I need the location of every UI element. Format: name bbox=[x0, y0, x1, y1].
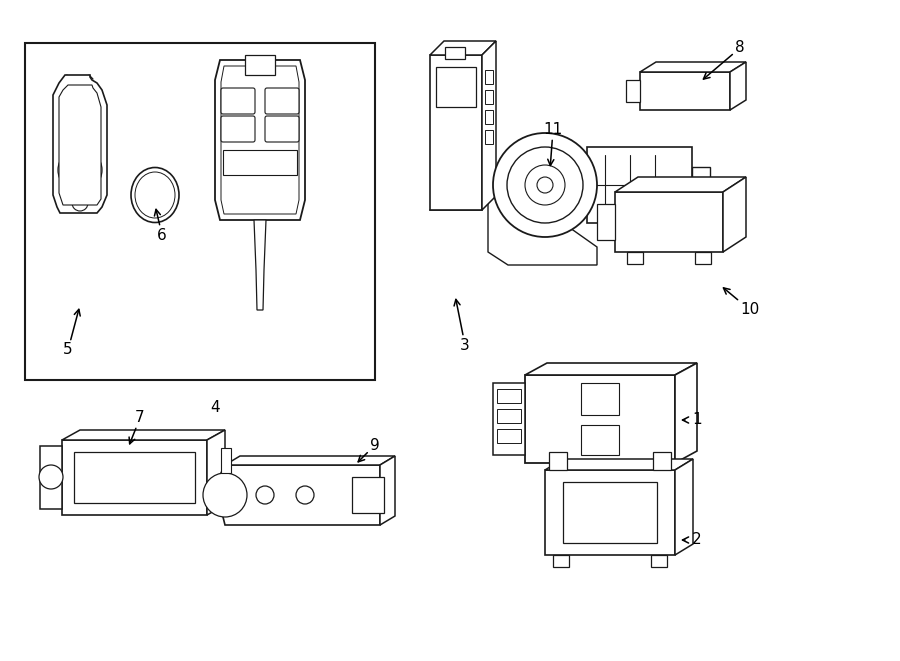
Bar bbox=[436, 67, 476, 107]
Bar bbox=[549, 452, 567, 470]
Bar bbox=[563, 482, 657, 543]
FancyBboxPatch shape bbox=[221, 116, 255, 142]
Polygon shape bbox=[59, 85, 101, 205]
Polygon shape bbox=[692, 167, 710, 203]
Bar bbox=[25, 43, 375, 380]
Bar bbox=[485, 90, 493, 104]
Bar bbox=[497, 389, 521, 403]
Bar bbox=[581, 383, 619, 415]
Bar bbox=[221, 448, 231, 473]
Text: 7: 7 bbox=[129, 410, 145, 444]
Polygon shape bbox=[615, 192, 723, 252]
Bar bbox=[695, 252, 711, 264]
Text: 3: 3 bbox=[454, 299, 470, 352]
Bar bbox=[626, 80, 640, 102]
Circle shape bbox=[525, 165, 565, 205]
Bar bbox=[553, 555, 569, 567]
Polygon shape bbox=[675, 459, 693, 555]
Bar bbox=[485, 130, 493, 144]
FancyBboxPatch shape bbox=[265, 116, 299, 142]
Polygon shape bbox=[525, 363, 697, 375]
Polygon shape bbox=[488, 170, 597, 265]
Polygon shape bbox=[545, 470, 675, 555]
FancyBboxPatch shape bbox=[265, 88, 299, 114]
Circle shape bbox=[256, 486, 274, 504]
Polygon shape bbox=[615, 177, 746, 192]
Polygon shape bbox=[545, 459, 693, 470]
Circle shape bbox=[493, 133, 597, 237]
Text: 1: 1 bbox=[682, 412, 702, 428]
Circle shape bbox=[67, 157, 93, 183]
Polygon shape bbox=[62, 430, 225, 440]
Circle shape bbox=[507, 147, 583, 223]
Polygon shape bbox=[430, 55, 482, 210]
Circle shape bbox=[39, 465, 63, 489]
Ellipse shape bbox=[131, 167, 179, 223]
Polygon shape bbox=[380, 456, 395, 525]
Circle shape bbox=[663, 178, 677, 192]
Text: 10: 10 bbox=[724, 288, 760, 317]
Polygon shape bbox=[40, 446, 62, 509]
Polygon shape bbox=[640, 62, 746, 72]
Circle shape bbox=[276, 123, 288, 135]
Text: 9: 9 bbox=[358, 438, 380, 462]
Bar bbox=[581, 425, 619, 455]
Text: 6: 6 bbox=[155, 210, 166, 243]
Circle shape bbox=[232, 95, 244, 107]
Polygon shape bbox=[482, 41, 496, 210]
Text: 5: 5 bbox=[63, 309, 80, 358]
Polygon shape bbox=[587, 147, 692, 223]
Text: 11: 11 bbox=[544, 122, 562, 165]
Bar bbox=[485, 70, 493, 84]
Polygon shape bbox=[675, 363, 697, 463]
Bar bbox=[245, 55, 275, 75]
Polygon shape bbox=[525, 375, 675, 463]
Bar bbox=[653, 452, 671, 470]
Bar bbox=[223, 150, 297, 175]
FancyBboxPatch shape bbox=[221, 88, 255, 114]
Polygon shape bbox=[730, 62, 746, 110]
Polygon shape bbox=[723, 177, 746, 252]
Circle shape bbox=[203, 473, 247, 517]
Text: 4: 4 bbox=[211, 400, 220, 415]
Polygon shape bbox=[254, 220, 266, 310]
Circle shape bbox=[72, 195, 88, 211]
Circle shape bbox=[58, 148, 102, 192]
Bar bbox=[352, 477, 384, 513]
Bar bbox=[597, 204, 615, 240]
Polygon shape bbox=[640, 72, 730, 110]
Bar bbox=[497, 429, 521, 443]
Text: 8: 8 bbox=[704, 40, 745, 79]
Polygon shape bbox=[207, 430, 225, 515]
Circle shape bbox=[232, 123, 244, 135]
Circle shape bbox=[600, 502, 620, 522]
Polygon shape bbox=[215, 465, 380, 525]
Polygon shape bbox=[430, 41, 496, 55]
Polygon shape bbox=[53, 75, 107, 213]
Ellipse shape bbox=[135, 172, 175, 218]
Bar bbox=[74, 452, 195, 503]
Circle shape bbox=[537, 177, 553, 193]
Polygon shape bbox=[493, 383, 525, 455]
Text: 2: 2 bbox=[682, 533, 702, 547]
Polygon shape bbox=[62, 440, 207, 515]
Bar bbox=[651, 555, 667, 567]
Bar bbox=[497, 409, 521, 423]
Bar bbox=[485, 110, 493, 124]
Bar bbox=[627, 252, 643, 264]
Polygon shape bbox=[225, 456, 395, 465]
Circle shape bbox=[245, 175, 275, 205]
Circle shape bbox=[276, 95, 288, 107]
Polygon shape bbox=[221, 66, 299, 214]
Bar bbox=[445, 47, 465, 59]
Polygon shape bbox=[215, 60, 305, 220]
Circle shape bbox=[296, 486, 314, 504]
